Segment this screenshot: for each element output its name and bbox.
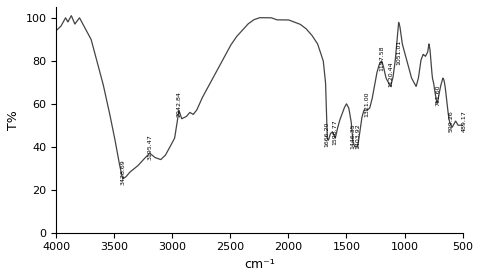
Text: 1666.20: 1666.20 <box>324 121 330 147</box>
Y-axis label: T%: T% <box>7 110 20 130</box>
Text: 1446.35: 1446.35 <box>350 123 355 149</box>
Text: 1403.92: 1403.92 <box>355 123 360 149</box>
Text: 3428.69: 3428.69 <box>120 160 125 185</box>
X-axis label: cm⁻¹: cm⁻¹ <box>244 258 275 271</box>
Text: 1120.44: 1120.44 <box>388 61 393 86</box>
Text: 2942.84: 2942.84 <box>177 91 181 117</box>
Text: 1051.01: 1051.01 <box>396 40 401 65</box>
Text: 1596.77: 1596.77 <box>333 119 338 145</box>
Text: 3195.47: 3195.47 <box>147 134 152 160</box>
Text: 489.17: 489.17 <box>461 110 466 132</box>
Text: 711.60: 711.60 <box>435 85 441 106</box>
Text: 1321.00: 1321.00 <box>365 91 370 117</box>
Text: 1197.58: 1197.58 <box>379 46 384 71</box>
Text: 599.26: 599.26 <box>448 110 454 132</box>
